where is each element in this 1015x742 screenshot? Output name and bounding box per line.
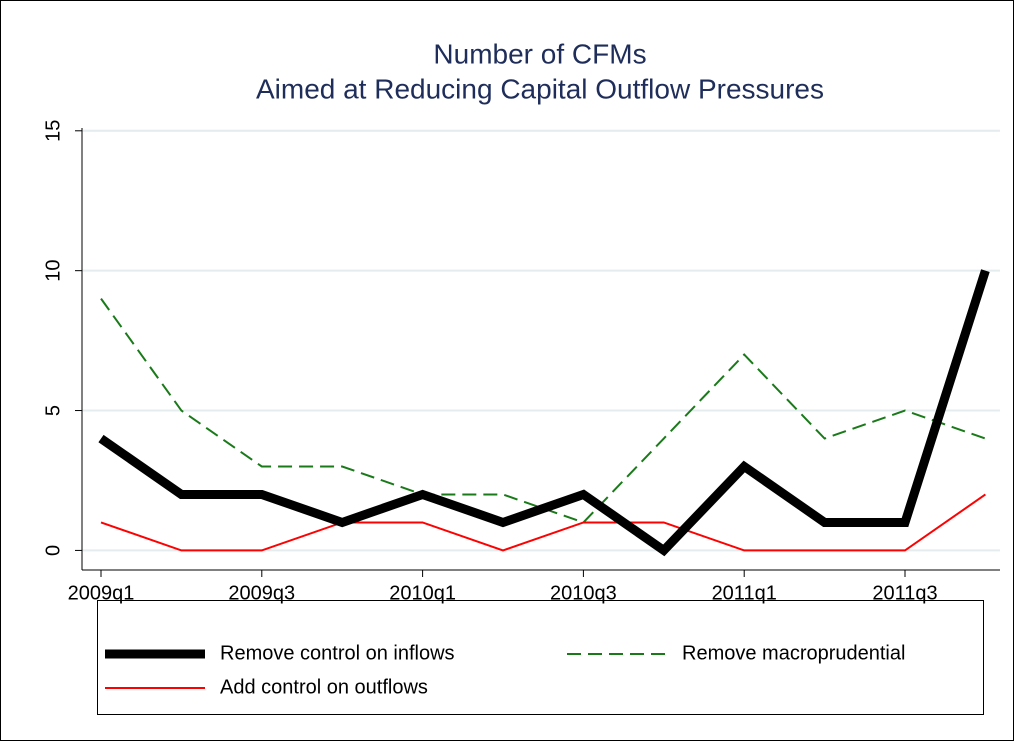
x-tick-label: 2010q3 bbox=[550, 582, 617, 604]
x-tick-label: 2009q1 bbox=[68, 582, 135, 604]
y-tick-label: 0 bbox=[42, 545, 64, 556]
legend-label: Add control on outflows bbox=[220, 676, 428, 698]
series-line bbox=[98, 269, 990, 557]
y-tick-label: 5 bbox=[42, 405, 64, 416]
legend-label: Remove control on inflows bbox=[220, 642, 455, 664]
series-line bbox=[100, 493, 986, 552]
series-line bbox=[100, 298, 986, 524]
y-tick-label: 10 bbox=[42, 260, 64, 282]
legend bbox=[97, 600, 984, 715]
x-tick-label: 2010q1 bbox=[389, 582, 456, 604]
x-tick-label: 2011q1 bbox=[712, 582, 777, 604]
legend-label: Remove macroprudential bbox=[682, 642, 905, 664]
y-tick-label: 15 bbox=[42, 120, 64, 142]
chart-title: Number of CFMs bbox=[433, 38, 646, 69]
x-tick-label: 2009q3 bbox=[228, 582, 295, 604]
x-tick-label: 2011q3 bbox=[872, 582, 937, 604]
chart-title: Aimed at Reducing Capital Outflow Pressu… bbox=[256, 73, 824, 104]
